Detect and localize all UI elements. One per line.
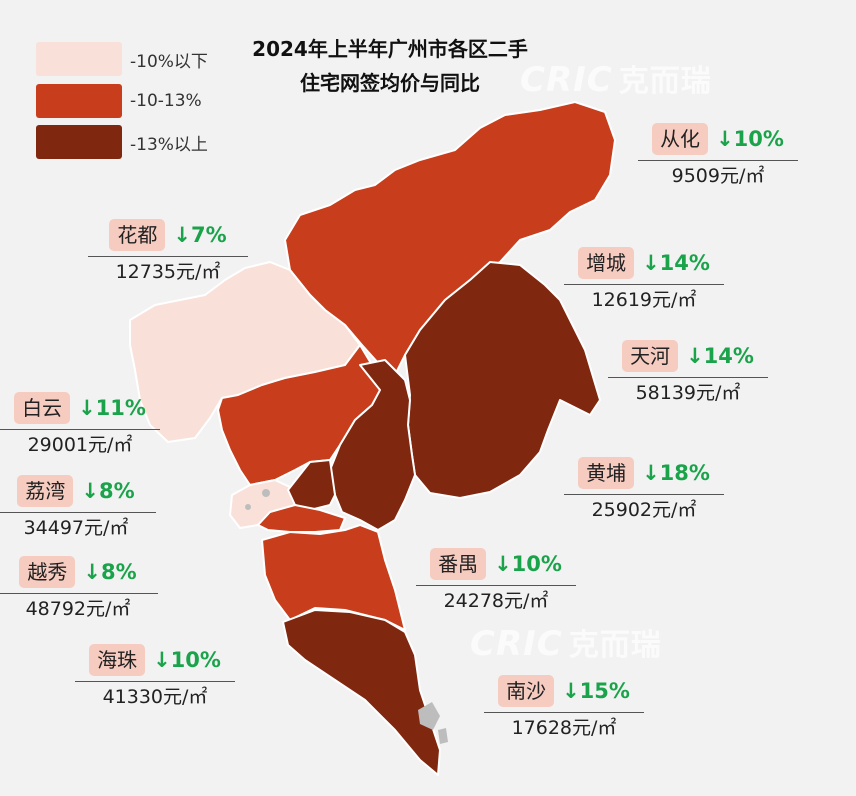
district-change: ↓14% (642, 251, 710, 275)
legend-item-mid: -10-13% (36, 84, 202, 118)
label-panyu: 番禺 ↓10% 24278元/㎡ (416, 545, 576, 614)
watermark-bottom: CRIC 克而瑞 (470, 624, 662, 664)
district-change: ↓7% (173, 223, 227, 247)
district-change: ↓10% (494, 552, 562, 576)
label-yuexiu: 越秀 ↓8% 48792元/㎡ (0, 553, 158, 622)
district-price: 25902元/㎡ (591, 499, 697, 521)
label-underline (564, 284, 724, 285)
label-underline (564, 494, 724, 495)
district-name: 天河 (622, 340, 679, 372)
legend-swatch (36, 42, 122, 76)
label-huadu: 花都 ↓7% 12735元/㎡ (88, 216, 248, 285)
district-name: 越秀 (19, 556, 76, 588)
title-line-1: 2024年上半年广州市各区二手 (252, 37, 528, 61)
label-zengcheng: 增城 ↓14% 12619元/㎡ (564, 244, 724, 313)
district-name: 增城 (578, 247, 635, 279)
label-haizhu: 海珠 ↓10% 41330元/㎡ (75, 641, 235, 710)
district-name: 花都 (109, 219, 166, 251)
title-line-2: 住宅网签均价与同比 (300, 71, 480, 95)
label-underline (88, 256, 248, 257)
district-change: ↓18% (642, 461, 710, 485)
district-nansha[interactable] (282, 609, 441, 776)
district-price: 58139元/㎡ (635, 382, 741, 404)
legend-label: -13%以上 (130, 134, 208, 155)
district-price: 24278元/㎡ (443, 590, 549, 612)
label-underline (638, 160, 798, 161)
district-price: 34497元/㎡ (23, 517, 129, 539)
district-change: ↓15% (562, 679, 630, 703)
label-underline (0, 593, 158, 594)
district-change: ↓8% (81, 479, 135, 503)
island-shapes (245, 489, 448, 744)
district-price: 12619元/㎡ (591, 289, 697, 311)
district-price: 29001元/㎡ (27, 434, 133, 456)
label-baiyun: 白云 ↓11% 29001元/㎡ (0, 389, 160, 458)
label-conghua: 从化 ↓10% 9509元/㎡ (638, 120, 798, 189)
label-underline (608, 377, 768, 378)
district-haizhu[interactable] (257, 504, 346, 533)
label-underline (484, 712, 644, 713)
district-tianhe[interactable] (329, 359, 416, 531)
label-nansha: 南沙 ↓15% 17628元/㎡ (484, 672, 644, 741)
watermark-top: CRIC 克而瑞 (520, 60, 712, 100)
district-price: 12735元/㎡ (115, 261, 221, 283)
district-change: ↓11% (78, 396, 146, 420)
label-underline (0, 429, 160, 430)
label-underline (416, 585, 576, 586)
legend-item-dark: -13%以上 (36, 125, 208, 159)
label-tianhe: 天河 ↓14% 58139元/㎡ (608, 337, 768, 406)
legend-item-light: -10%以下 (36, 42, 208, 76)
district-name: 白云 (14, 392, 71, 424)
district-conghua[interactable] (284, 101, 616, 376)
district-price: 48792元/㎡ (25, 598, 131, 620)
district-name: 黄埔 (578, 457, 635, 489)
district-price: 9509元/㎡ (671, 165, 765, 187)
legend-label: -10-13% (130, 91, 202, 111)
district-price: 17628元/㎡ (511, 717, 617, 739)
district-name: 荔湾 (17, 475, 74, 507)
district-price: 41330元/㎡ (102, 686, 208, 708)
label-liwan: 荔湾 ↓8% 34497元/㎡ (0, 472, 156, 541)
district-name: 番禺 (430, 548, 487, 580)
label-huangpu: 黄埔 ↓18% 25902元/㎡ (564, 454, 724, 523)
district-change: ↓14% (686, 344, 754, 368)
district-change: ↓10% (716, 127, 784, 151)
district-name: 从化 (652, 123, 709, 155)
legend-swatch (36, 125, 122, 159)
district-name: 南沙 (498, 675, 555, 707)
legend-swatch (36, 84, 122, 118)
district-panyu[interactable] (261, 524, 406, 631)
map-title: 2024年上半年广州市各区二手 住宅网签均价与同比 (200, 32, 580, 100)
district-change: ↓10% (153, 648, 221, 672)
district-name: 海珠 (89, 644, 146, 676)
district-change: ↓8% (83, 560, 137, 584)
label-underline (75, 681, 235, 682)
label-underline (0, 512, 156, 513)
legend-label: -10%以下 (130, 51, 208, 72)
